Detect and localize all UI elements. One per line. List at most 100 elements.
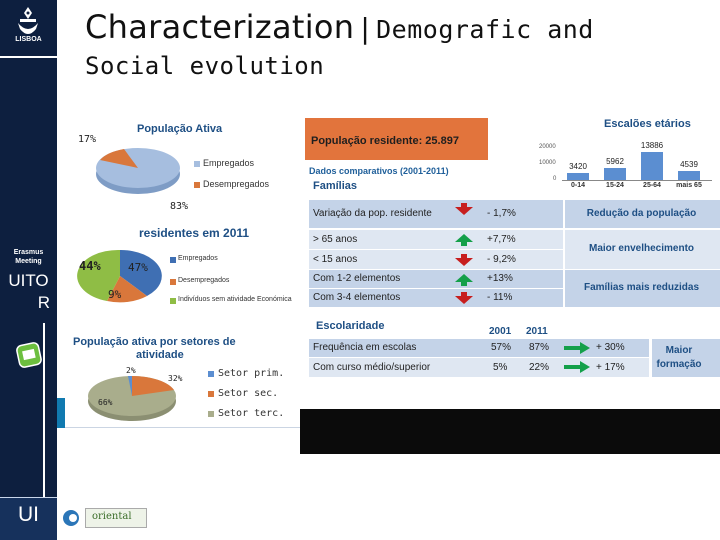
table-row: Com curso médio/superior 5% 22% + 17% bbox=[309, 358, 649, 377]
setores-title-line2: atividade bbox=[136, 349, 184, 361]
col-2001: 2001 bbox=[489, 326, 512, 337]
arrow-up-icon bbox=[455, 234, 473, 242]
logo-circle-icon bbox=[63, 510, 79, 526]
dados-comparativos: Dados comparativos (2001-2011) bbox=[309, 166, 449, 176]
sidebar-rule bbox=[0, 56, 57, 58]
arrow-stem bbox=[461, 282, 467, 286]
arrow-right-icon bbox=[564, 361, 590, 373]
legend-desempregados: Desempregados bbox=[203, 179, 270, 189]
y-tick-20000: 20000 bbox=[539, 144, 556, 150]
residentes-title: residentes em 2011 bbox=[139, 226, 250, 240]
pie-slice-desempregados bbox=[107, 276, 147, 303]
pie-slice-empregados bbox=[120, 249, 162, 296]
merged-formacao-line2: formação bbox=[656, 359, 702, 370]
escaloes-title: Escalões etários bbox=[604, 118, 691, 130]
bar-value-label: 5962 bbox=[606, 157, 624, 167]
pop-residente-banner: População residente: 25.897 bbox=[305, 118, 488, 160]
legend-swatch-desempregados bbox=[194, 182, 200, 188]
page-title: Characterization | Demografic and bbox=[85, 8, 594, 46]
legend-empregados: Empregados bbox=[203, 158, 255, 168]
row-v2011: 87% bbox=[529, 342, 550, 353]
setores-pct-sec: 32% bbox=[168, 374, 183, 383]
arrow-stem bbox=[461, 242, 467, 246]
col-2011: 2011 bbox=[526, 326, 548, 337]
arrow-stem bbox=[461, 292, 467, 296]
bar-value-label: 13886 bbox=[640, 141, 664, 151]
setores-pct-terc: 66% bbox=[98, 398, 113, 407]
bar-category-label: mais 65 bbox=[676, 182, 702, 189]
pop-ativa-pie bbox=[96, 148, 180, 194]
row-v2011: 22% bbox=[529, 362, 550, 373]
sidebar: LISBOA Erasmus Meeting UITO R UI bbox=[0, 0, 57, 540]
legend-setor-terc: Setor terc. bbox=[218, 408, 285, 419]
legend-swatch-desemp bbox=[170, 279, 176, 285]
pop-ativa-pct-desemp: 17% bbox=[78, 134, 97, 145]
title-left: Characterization bbox=[85, 8, 355, 46]
sidebar-vertical-line bbox=[43, 323, 45, 498]
logo-text: LISBOA bbox=[15, 36, 42, 43]
erasmus-text: Erasmus bbox=[13, 249, 44, 256]
familias-title: Famílias bbox=[313, 180, 358, 192]
merged-cell-familias bbox=[563, 270, 720, 307]
merged-cell-envelhecimento bbox=[563, 230, 720, 269]
arrow-down-icon bbox=[455, 258, 473, 266]
legend-res-desempregados: Desempregados bbox=[178, 277, 230, 284]
y-tick-0: 0 bbox=[553, 176, 557, 182]
sidebar-bottom-block bbox=[0, 497, 57, 540]
setores-title: População ativa por setores de atividade bbox=[73, 336, 236, 362]
bar-category-label: 25-64 bbox=[643, 182, 661, 189]
arrow-stem bbox=[461, 203, 467, 207]
row-label: < 15 anos bbox=[313, 254, 358, 265]
legend-setor-prim: Setor prim. bbox=[218, 368, 285, 379]
erasmus-label: Erasmus Meeting bbox=[2, 248, 55, 266]
green-board-icon bbox=[16, 342, 42, 368]
row-value: - 9,2% bbox=[487, 254, 516, 265]
row-label: Frequência em escolas bbox=[313, 342, 417, 353]
bar-category-label: 15-24 bbox=[606, 182, 624, 189]
row-delta: + 17% bbox=[596, 362, 625, 373]
row-value: - 1,7% bbox=[487, 208, 516, 219]
setores-title-line1: População ativa por setores de bbox=[73, 336, 236, 348]
title-separator: | bbox=[360, 12, 371, 45]
merged-formacao-line1: Maior bbox=[665, 345, 693, 356]
dark-strip bbox=[300, 409, 720, 454]
bar-value-label: 3420 bbox=[569, 162, 587, 172]
arrow-down-icon bbox=[455, 296, 473, 304]
row-value: +13% bbox=[487, 273, 513, 284]
row-delta: + 30% bbox=[596, 342, 625, 353]
bar-0-14 bbox=[567, 173, 589, 180]
row-label: Com curso médio/superior bbox=[313, 362, 431, 373]
legend-swatch-sec bbox=[208, 391, 214, 397]
bar-category-label: 0-14 bbox=[570, 182, 585, 189]
legend-res-empregados: Empregados bbox=[178, 255, 218, 262]
pie-slice-primario bbox=[128, 376, 132, 396]
setores-pie bbox=[88, 376, 176, 421]
merged-cell-formacao bbox=[650, 339, 720, 377]
row-label: > 65 anos bbox=[313, 234, 358, 245]
row-label: Com 1-2 elementos bbox=[313, 273, 401, 284]
arrow-down-icon bbox=[455, 207, 473, 215]
legend-swatch-prim bbox=[208, 371, 214, 377]
bar-value-label: 4539 bbox=[680, 159, 698, 169]
residentes-pct-b: 47% bbox=[128, 261, 148, 274]
meeting-text: Meeting bbox=[15, 258, 42, 265]
pop-ativa-title: População Ativa bbox=[137, 123, 223, 135]
legend-swatch-sem-atividade bbox=[170, 298, 176, 304]
legend-setor-sec: Setor sec. bbox=[218, 388, 279, 399]
r-label: R bbox=[37, 293, 50, 312]
merged-envelhecimento: Maior envelhecimento bbox=[588, 243, 695, 254]
table-row: Frequência em escolas 57% 87% + 30% bbox=[309, 339, 649, 357]
pie-slice-sem-atividade bbox=[77, 249, 120, 301]
escolaridade-title: Escolaridade bbox=[316, 320, 385, 332]
pie-slice-secundario bbox=[132, 376, 174, 396]
bar-15-24 bbox=[604, 168, 626, 180]
row-label: Variação da pop. residente bbox=[313, 208, 432, 219]
row-label: Com 3-4 elementos bbox=[313, 292, 401, 303]
row-value: - 11% bbox=[487, 292, 513, 303]
bar-25-64 bbox=[641, 152, 663, 180]
title-right: Demografic and bbox=[376, 15, 594, 44]
bar-mais 65 bbox=[678, 170, 700, 180]
uito-label: UITO bbox=[8, 271, 49, 290]
legend-res-sem-atividade: Indivíduos sem atividade Económica bbox=[178, 296, 292, 303]
oriental-logo: oriental bbox=[61, 506, 149, 530]
